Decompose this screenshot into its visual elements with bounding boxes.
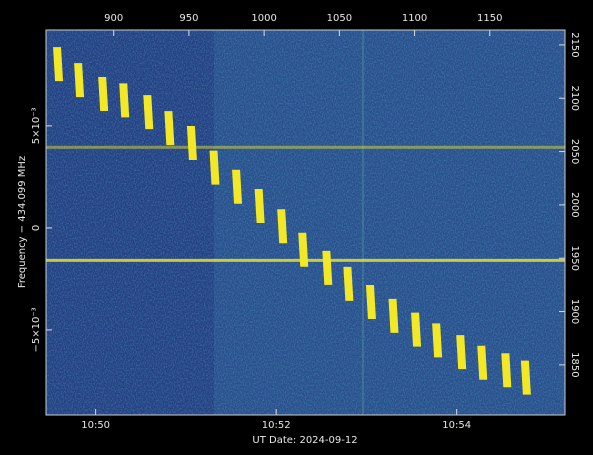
y-tick-label: 2050 <box>569 139 580 164</box>
burst <box>456 335 467 370</box>
x-tick-label: 1050 <box>327 13 352 24</box>
x2-tick-label: 10:52 <box>262 420 291 431</box>
y-tick-label: 1900 <box>569 299 580 324</box>
vertical-streak <box>362 30 364 415</box>
y-tick-label: 1950 <box>569 246 580 271</box>
y2-tick-label: −5×10⁻³ <box>31 307 42 352</box>
y-tick-label: 2000 <box>569 192 580 217</box>
x-tick-label: 950 <box>179 13 198 24</box>
burst <box>186 126 197 161</box>
plot-frame <box>45 29 566 416</box>
y-tick-label: 2150 <box>569 32 580 57</box>
y2-tick-label: 0 <box>31 225 42 231</box>
x-tick-label: 1100 <box>402 13 427 24</box>
burst <box>298 232 309 267</box>
y-axis-title: Frequency − 434.099 MHz <box>17 156 28 288</box>
burst <box>388 298 399 333</box>
burst <box>277 209 288 244</box>
burst <box>432 323 443 358</box>
x-axis-title: UT Date: 2024-09-12 <box>252 435 357 446</box>
x-tick-label: 900 <box>104 13 123 24</box>
x2-tick-label: 10:50 <box>81 420 110 431</box>
burst <box>119 83 130 118</box>
burst <box>322 250 333 285</box>
burst <box>254 188 265 223</box>
burst <box>501 353 512 388</box>
x-tick-label: 1150 <box>477 13 502 24</box>
burst <box>98 76 109 111</box>
y2-tick-label: 5×10⁻³ <box>31 108 42 145</box>
burst <box>209 150 220 185</box>
burst <box>343 266 354 301</box>
burst <box>520 360 531 395</box>
x2-tick-label: 10:54 <box>442 420 471 431</box>
y-tick-label: 2100 <box>569 86 580 111</box>
burst <box>365 284 376 319</box>
x-tick-label: 1000 <box>251 13 276 24</box>
burst <box>143 95 154 130</box>
spur-line <box>46 145 565 149</box>
burst <box>164 111 175 146</box>
burst <box>411 312 422 347</box>
burst <box>53 47 64 82</box>
burst <box>232 169 243 204</box>
burst <box>74 63 85 98</box>
y-tick-label: 1850 <box>569 352 580 377</box>
burst <box>477 345 488 380</box>
